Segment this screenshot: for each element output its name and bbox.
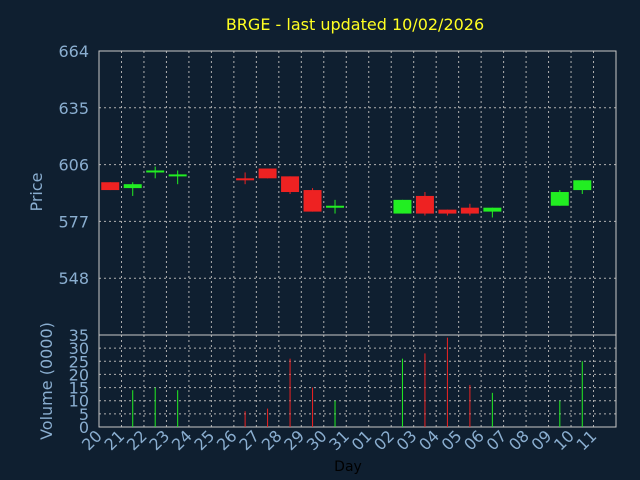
candle bbox=[281, 176, 300, 194]
candle bbox=[146, 166, 165, 179]
candle bbox=[326, 199, 345, 214]
price-axis-label: Price bbox=[27, 172, 46, 211]
volume-bar-series bbox=[132, 337, 583, 427]
candlestick-series bbox=[101, 166, 592, 218]
candle bbox=[236, 172, 255, 185]
candle-body bbox=[281, 176, 300, 193]
volume-tick-label: 25 bbox=[69, 352, 89, 371]
volume-tick-label: 20 bbox=[69, 365, 89, 384]
price-tick-label: 606 bbox=[58, 156, 89, 175]
candle-body bbox=[326, 205, 345, 208]
candle-body bbox=[573, 180, 592, 191]
volume-tick-label: 30 bbox=[69, 339, 89, 358]
candle-body bbox=[460, 207, 479, 214]
candle-body bbox=[123, 184, 142, 189]
candle-body bbox=[550, 192, 569, 206]
price-tick-label: 577 bbox=[58, 212, 89, 231]
candle bbox=[101, 182, 120, 191]
candle bbox=[303, 188, 322, 212]
candle bbox=[123, 182, 142, 196]
candle-body bbox=[483, 207, 502, 212]
candle-body bbox=[393, 199, 412, 214]
candle bbox=[438, 209, 457, 216]
candle bbox=[168, 170, 187, 185]
candle-body bbox=[146, 170, 165, 173]
candle bbox=[393, 199, 412, 214]
volume-panel-frame bbox=[98, 334, 617, 428]
volume-axis-label: Volume (0000) bbox=[37, 322, 56, 440]
price-tick-label: 635 bbox=[58, 99, 89, 118]
candle bbox=[415, 192, 434, 216]
price-tick-label: 664 bbox=[58, 42, 89, 61]
volume-tick-label: 10 bbox=[69, 392, 89, 411]
candle-body bbox=[258, 168, 277, 179]
candle-body bbox=[168, 174, 187, 177]
day-axis-ticks: 2021222324252627282930310102030405060708… bbox=[78, 426, 600, 454]
candle bbox=[550, 190, 569, 206]
candle-body bbox=[415, 195, 434, 214]
volume-tick-label: 35 bbox=[69, 326, 89, 345]
price-axis-ticks: 664 635 606 577 548 bbox=[58, 42, 89, 288]
candle bbox=[460, 203, 479, 216]
candle bbox=[483, 207, 502, 218]
chart-title: BRGE - last updated 10/02/2026 bbox=[226, 15, 484, 34]
price-tick-label: 548 bbox=[58, 269, 89, 288]
candle-body bbox=[236, 178, 255, 181]
candle-body bbox=[303, 190, 322, 212]
price-grid bbox=[99, 50, 616, 335]
volume-tick-label: 0 bbox=[79, 418, 89, 437]
candle bbox=[573, 180, 592, 194]
volume-tick-label: 5 bbox=[79, 405, 89, 424]
candle-body bbox=[101, 182, 120, 191]
candle bbox=[258, 168, 277, 179]
day-axis-label: Day bbox=[334, 459, 362, 475]
volume-tick-label: 15 bbox=[69, 379, 89, 398]
candle-body bbox=[438, 209, 457, 214]
